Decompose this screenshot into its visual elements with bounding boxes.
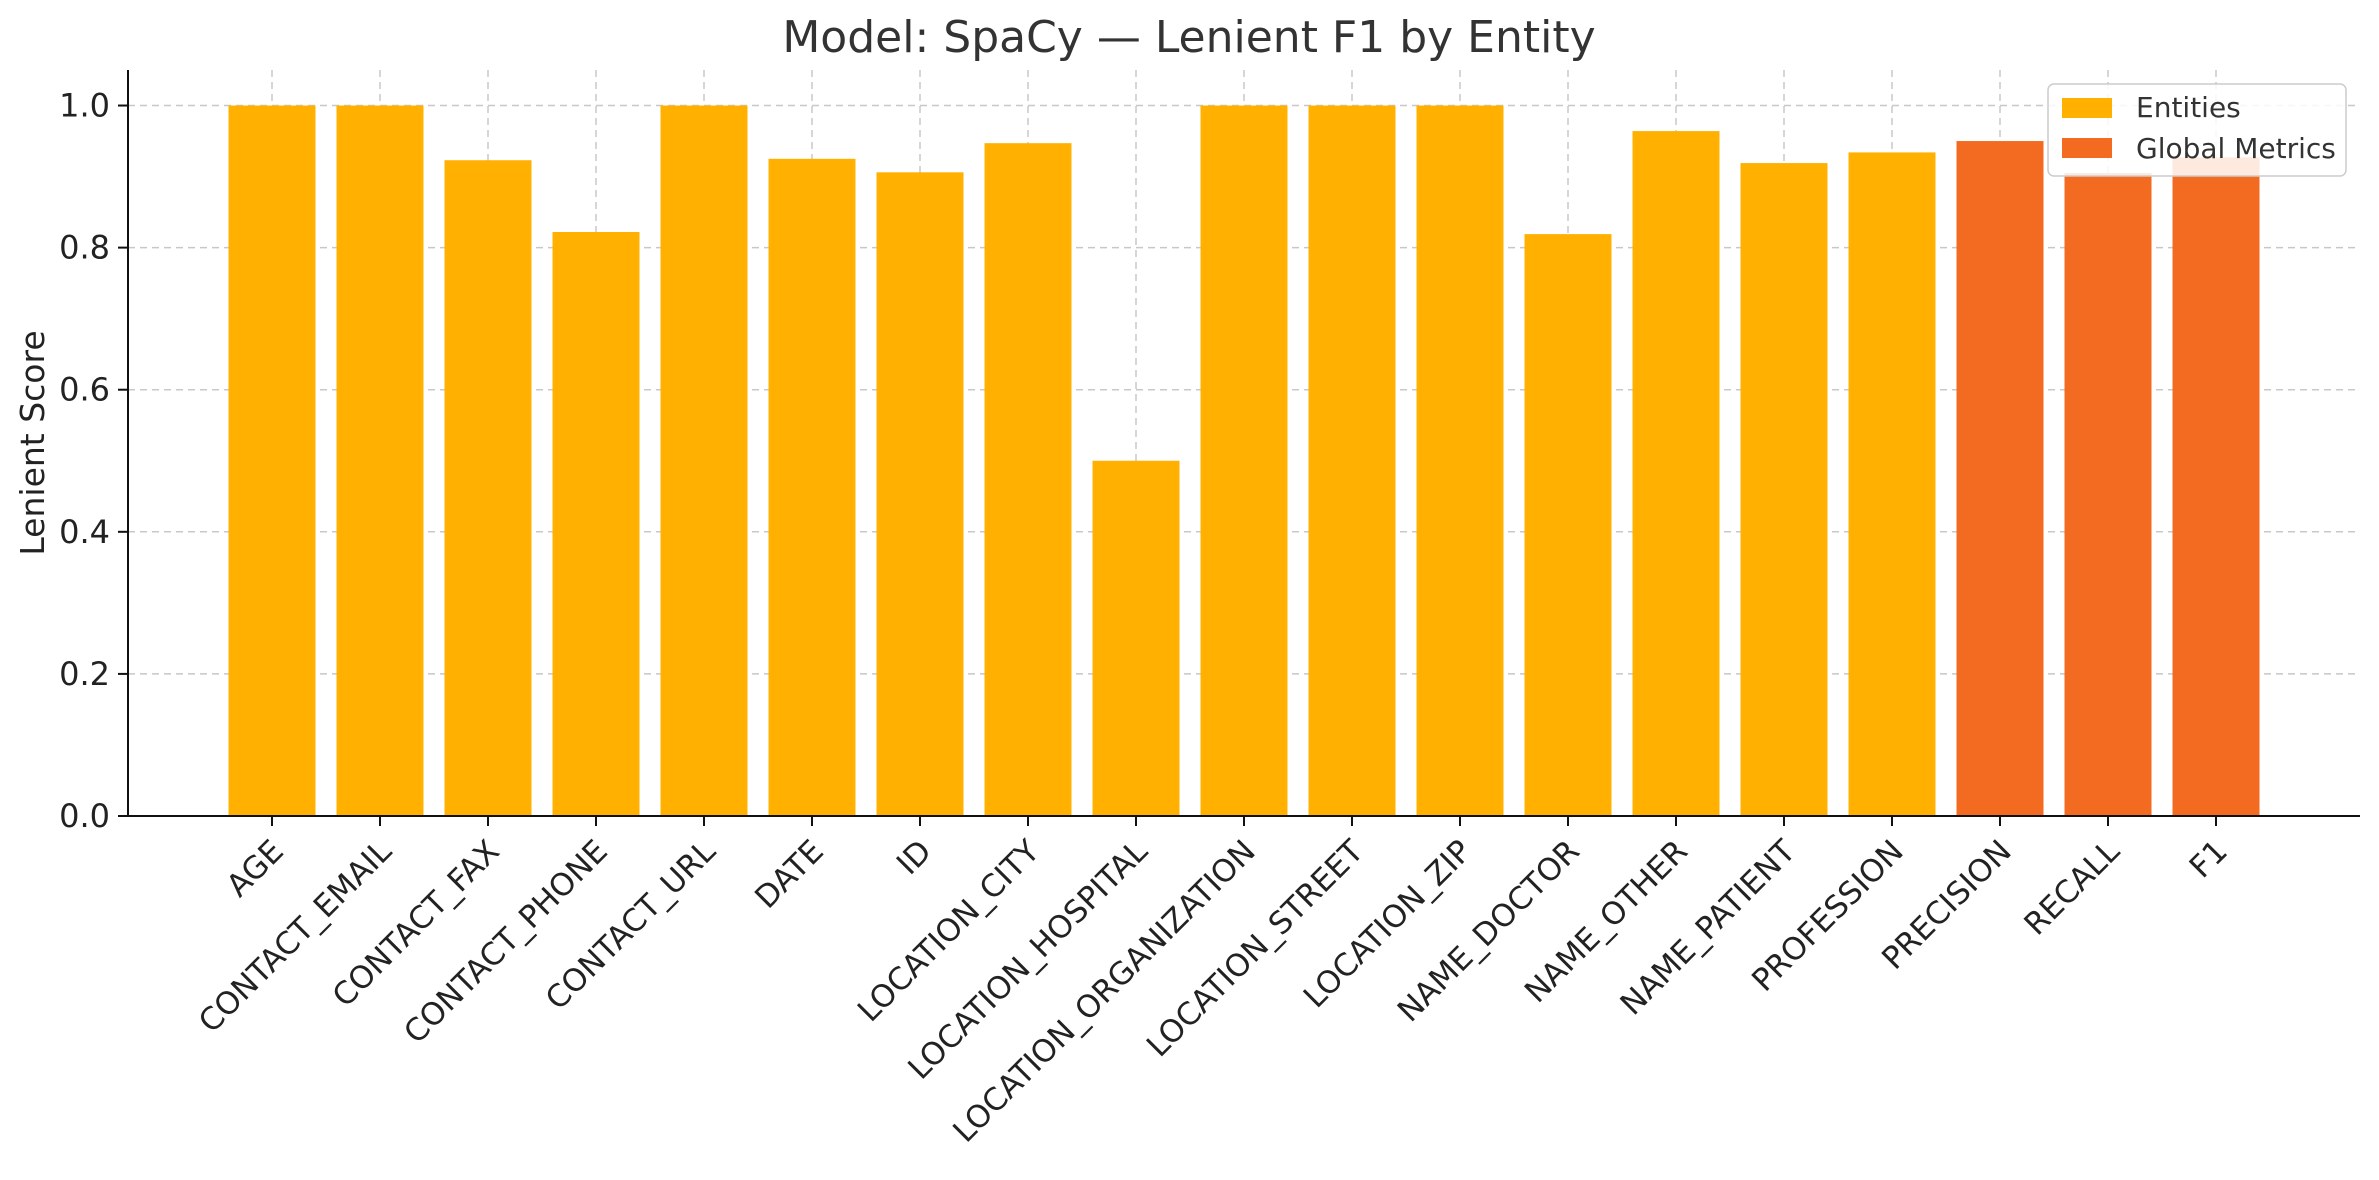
x-tick-label: F1 — [2183, 833, 2235, 885]
bar-precision — [1956, 141, 2044, 817]
x-tick-label: LOCATION_CITY — [851, 833, 1047, 1029]
bar-location-zip — [1416, 105, 1504, 817]
bar-location-organization — [1200, 105, 1288, 817]
legend-box — [2047, 83, 2347, 177]
bar-name-doctor — [1524, 234, 1612, 816]
bar-contact-phone — [552, 231, 640, 816]
y-axis-label: Lenient Score — [13, 330, 52, 555]
bar-name-other — [1632, 131, 1720, 816]
x-tick-label: CONTACT_PHONE — [397, 833, 615, 1051]
bar-name-patient — [1740, 163, 1828, 816]
y-tick-label: 0.0 — [59, 797, 110, 835]
y-tick-layer: 0.0 0.2 0.4 0.6 0.8 1.0 — [59, 87, 128, 835]
x-tick-label: CONTACT_EMAIL — [192, 833, 399, 1040]
legend-swatch-global-metrics — [2062, 138, 2112, 158]
x-tick-label: RECALL — [2017, 833, 2127, 943]
y-tick-label: 0.4 — [59, 513, 110, 551]
x-tick-label: NAME_DOCTOR — [1391, 833, 1587, 1029]
legend: Entities Global Metrics — [2047, 83, 2347, 177]
bar-location-street — [1308, 105, 1396, 817]
bar-contact-email — [336, 105, 424, 817]
bar-location-city — [984, 143, 1072, 816]
bar-contact-url — [660, 105, 748, 817]
legend-swatch-entities — [2062, 98, 2112, 118]
bar-date — [768, 158, 856, 817]
legend-label-entities: Entities — [2136, 91, 2241, 124]
bar-f1 — [2172, 157, 2260, 817]
x-tick-label: DATE — [748, 833, 830, 915]
bar-recall — [2064, 173, 2152, 816]
bar-contact-fax — [444, 160, 532, 816]
bar-id — [876, 172, 964, 816]
bar-layer — [228, 105, 2260, 817]
bar-age — [228, 105, 316, 817]
bar-location-hospital — [1092, 460, 1180, 816]
x-tick-label: ID — [890, 833, 939, 882]
legend-label-global-metrics: Global Metrics — [2136, 132, 2336, 165]
x-tick-label: LOCATION_STREET — [1140, 833, 1372, 1065]
y-tick-label: 1.0 — [59, 87, 110, 125]
x-tick-layer: AGECONTACT_EMAILCONTACT_FAXCONTACT_PHONE… — [192, 816, 2235, 1150]
y-tick-label: 0.2 — [59, 655, 110, 693]
x-tick-label: AGE — [220, 833, 291, 904]
bar-profession — [1848, 152, 1936, 817]
chart-title: Model: SpaCy — Lenient F1 by Entity — [782, 12, 1595, 63]
y-tick-label: 0.6 — [59, 371, 110, 409]
y-tick-label: 0.8 — [59, 229, 110, 267]
